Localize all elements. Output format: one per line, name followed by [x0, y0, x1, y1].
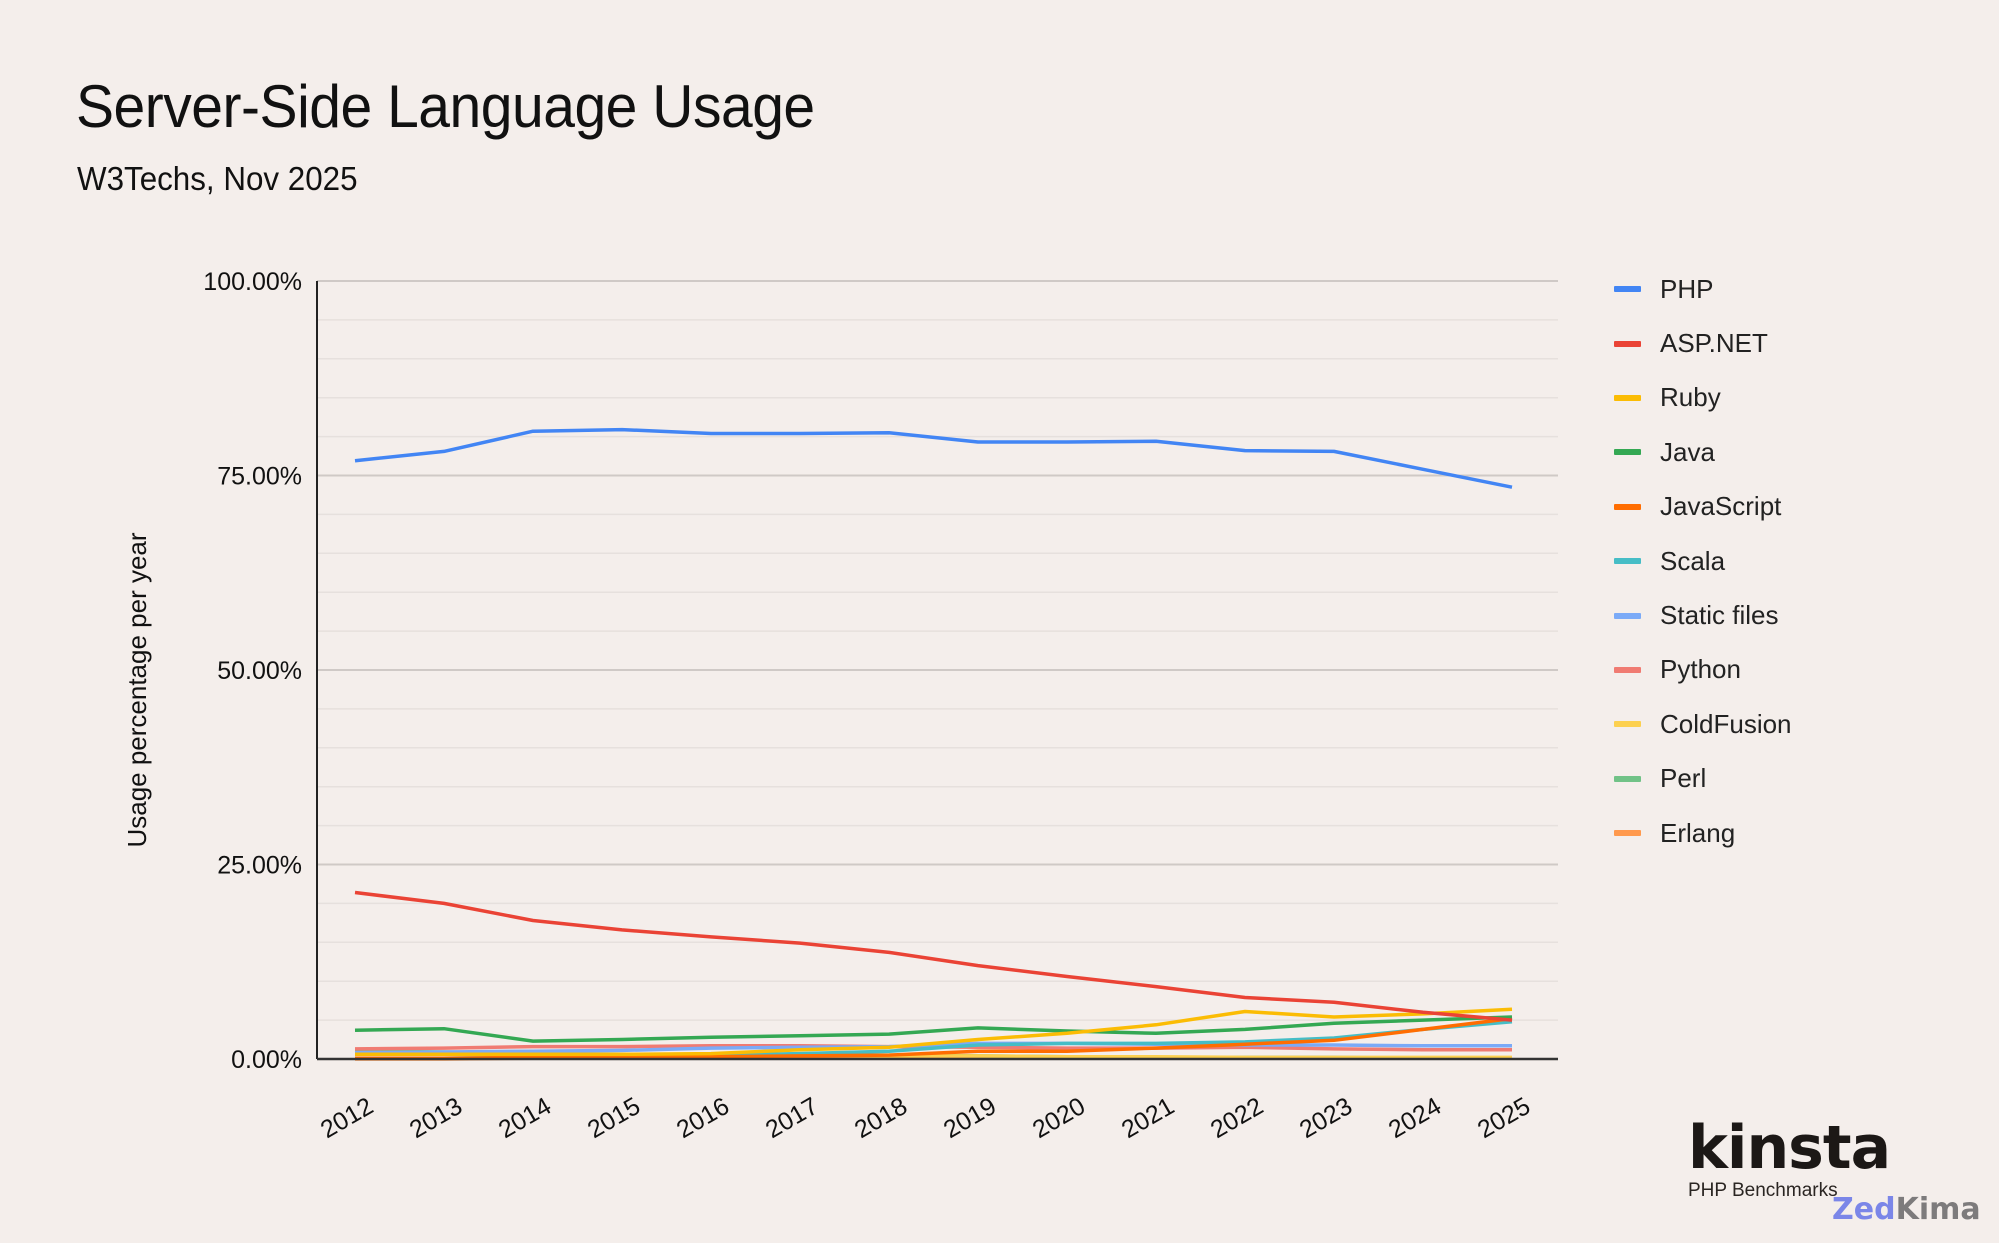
- brand-tagline: PHP Benchmarks: [1688, 1180, 1838, 1201]
- series-line-javascript: [355, 1016, 1513, 1060]
- x-axis-ticks: 2012 2013 2014 2015 2016 2017 2018 2019 2020 2021…: [316, 1092, 1535, 1144]
- legend-swatch: [1614, 612, 1641, 619]
- legend-item: Scala: [1614, 534, 1792, 588]
- legend-swatch: [1614, 449, 1641, 456]
- legend-item: PHP: [1614, 262, 1792, 316]
- legend-item: ColdFusion: [1614, 697, 1792, 751]
- chart-title: Server-Side Language Usage: [76, 73, 815, 140]
- kinsta-logo: kinsta: [1688, 1113, 1891, 1183]
- legend-label: Static files: [1660, 600, 1779, 631]
- legend-label: PHP: [1660, 273, 1714, 304]
- series-line-asp-net: [354, 890, 1513, 1022]
- legend-label: Python: [1660, 654, 1741, 685]
- legend-swatch: [1614, 286, 1641, 293]
- legend-item: Perl: [1614, 752, 1792, 806]
- series-line-java: [354, 1015, 1513, 1043]
- legend-label: Scala: [1660, 545, 1726, 576]
- legend-item: Python: [1614, 643, 1792, 697]
- legend-swatch: [1614, 666, 1641, 673]
- x-tick-label: 2022: [1206, 1092, 1268, 1144]
- legend-label: Java: [1660, 436, 1715, 467]
- x-tick-label: 2012: [316, 1092, 378, 1144]
- x-tick-label: 2017: [761, 1092, 823, 1144]
- watermark-part1: Zed: [1832, 1192, 1896, 1227]
- gridlines: [317, 280, 1558, 1021]
- x-tick-label: 2025: [1473, 1092, 1535, 1144]
- legend-item: JavaScript: [1614, 480, 1792, 534]
- y-tick-label: 100.00%: [203, 268, 302, 296]
- legend-label: JavaScript: [1660, 491, 1782, 522]
- series-line-php: [354, 427, 1513, 489]
- x-tick-label: 2016: [672, 1092, 734, 1144]
- legend-item: Java: [1614, 425, 1792, 479]
- watermark-part2: Kima: [1895, 1192, 1981, 1227]
- legend-swatch: [1614, 775, 1641, 782]
- legend-swatch: [1614, 340, 1641, 347]
- legend-item: Ruby: [1614, 371, 1792, 425]
- legend-swatch: [1614, 503, 1641, 510]
- x-tick-label: 2018: [850, 1092, 912, 1144]
- x-tick-label: 2023: [1295, 1092, 1357, 1144]
- legend-label: Erlang: [1660, 817, 1736, 848]
- x-tick-label: 2021: [1117, 1092, 1179, 1144]
- x-tick-label: 2020: [1028, 1092, 1090, 1144]
- y-tick-label: 0.00%: [231, 1046, 302, 1074]
- x-tick-label: 2024: [1384, 1092, 1446, 1144]
- y-axis-label: Usage percentage per year: [122, 532, 152, 847]
- chart-legend: PHP ASP.NET Ruby Java JavaScript Scala Static …: [1614, 262, 1792, 860]
- y-tick-label: 25.00%: [217, 852, 302, 880]
- chart-subtitle: W3Techs, Nov 2025: [77, 160, 358, 197]
- series-lines: [354, 427, 1513, 1061]
- legend-item: Erlang: [1614, 806, 1792, 860]
- legend-item: ASP.NET: [1614, 316, 1792, 370]
- legend-label: Ruby: [1660, 382, 1721, 413]
- legend-swatch: [1614, 721, 1641, 728]
- x-tick-label: 2013: [405, 1092, 467, 1144]
- legend-swatch: [1614, 558, 1641, 565]
- y-axis-ticks: 0.00% 25.00% 50.00% 75.00% 100.00%: [203, 268, 302, 1074]
- x-tick-label: 2015: [583, 1092, 645, 1144]
- legend-swatch: [1614, 830, 1641, 837]
- x-tick-label: 2019: [939, 1092, 1001, 1144]
- series-line-ruby: [355, 1007, 1513, 1057]
- legend-label: Perl: [1660, 763, 1707, 794]
- watermark: ZedKima: [1832, 1192, 1981, 1227]
- kinsta-branding: kinsta PHP Benchmarks: [1688, 1113, 1891, 1202]
- x-tick-label: 2014: [494, 1092, 556, 1144]
- legend-swatch: [1614, 394, 1641, 401]
- legend-label: ASP.NET: [1660, 328, 1768, 359]
- legend-label: ColdFusion: [1660, 708, 1792, 739]
- y-tick-label: 50.00%: [217, 657, 302, 685]
- y-tick-label: 75.00%: [217, 463, 302, 491]
- legend-item: Static files: [1614, 588, 1792, 642]
